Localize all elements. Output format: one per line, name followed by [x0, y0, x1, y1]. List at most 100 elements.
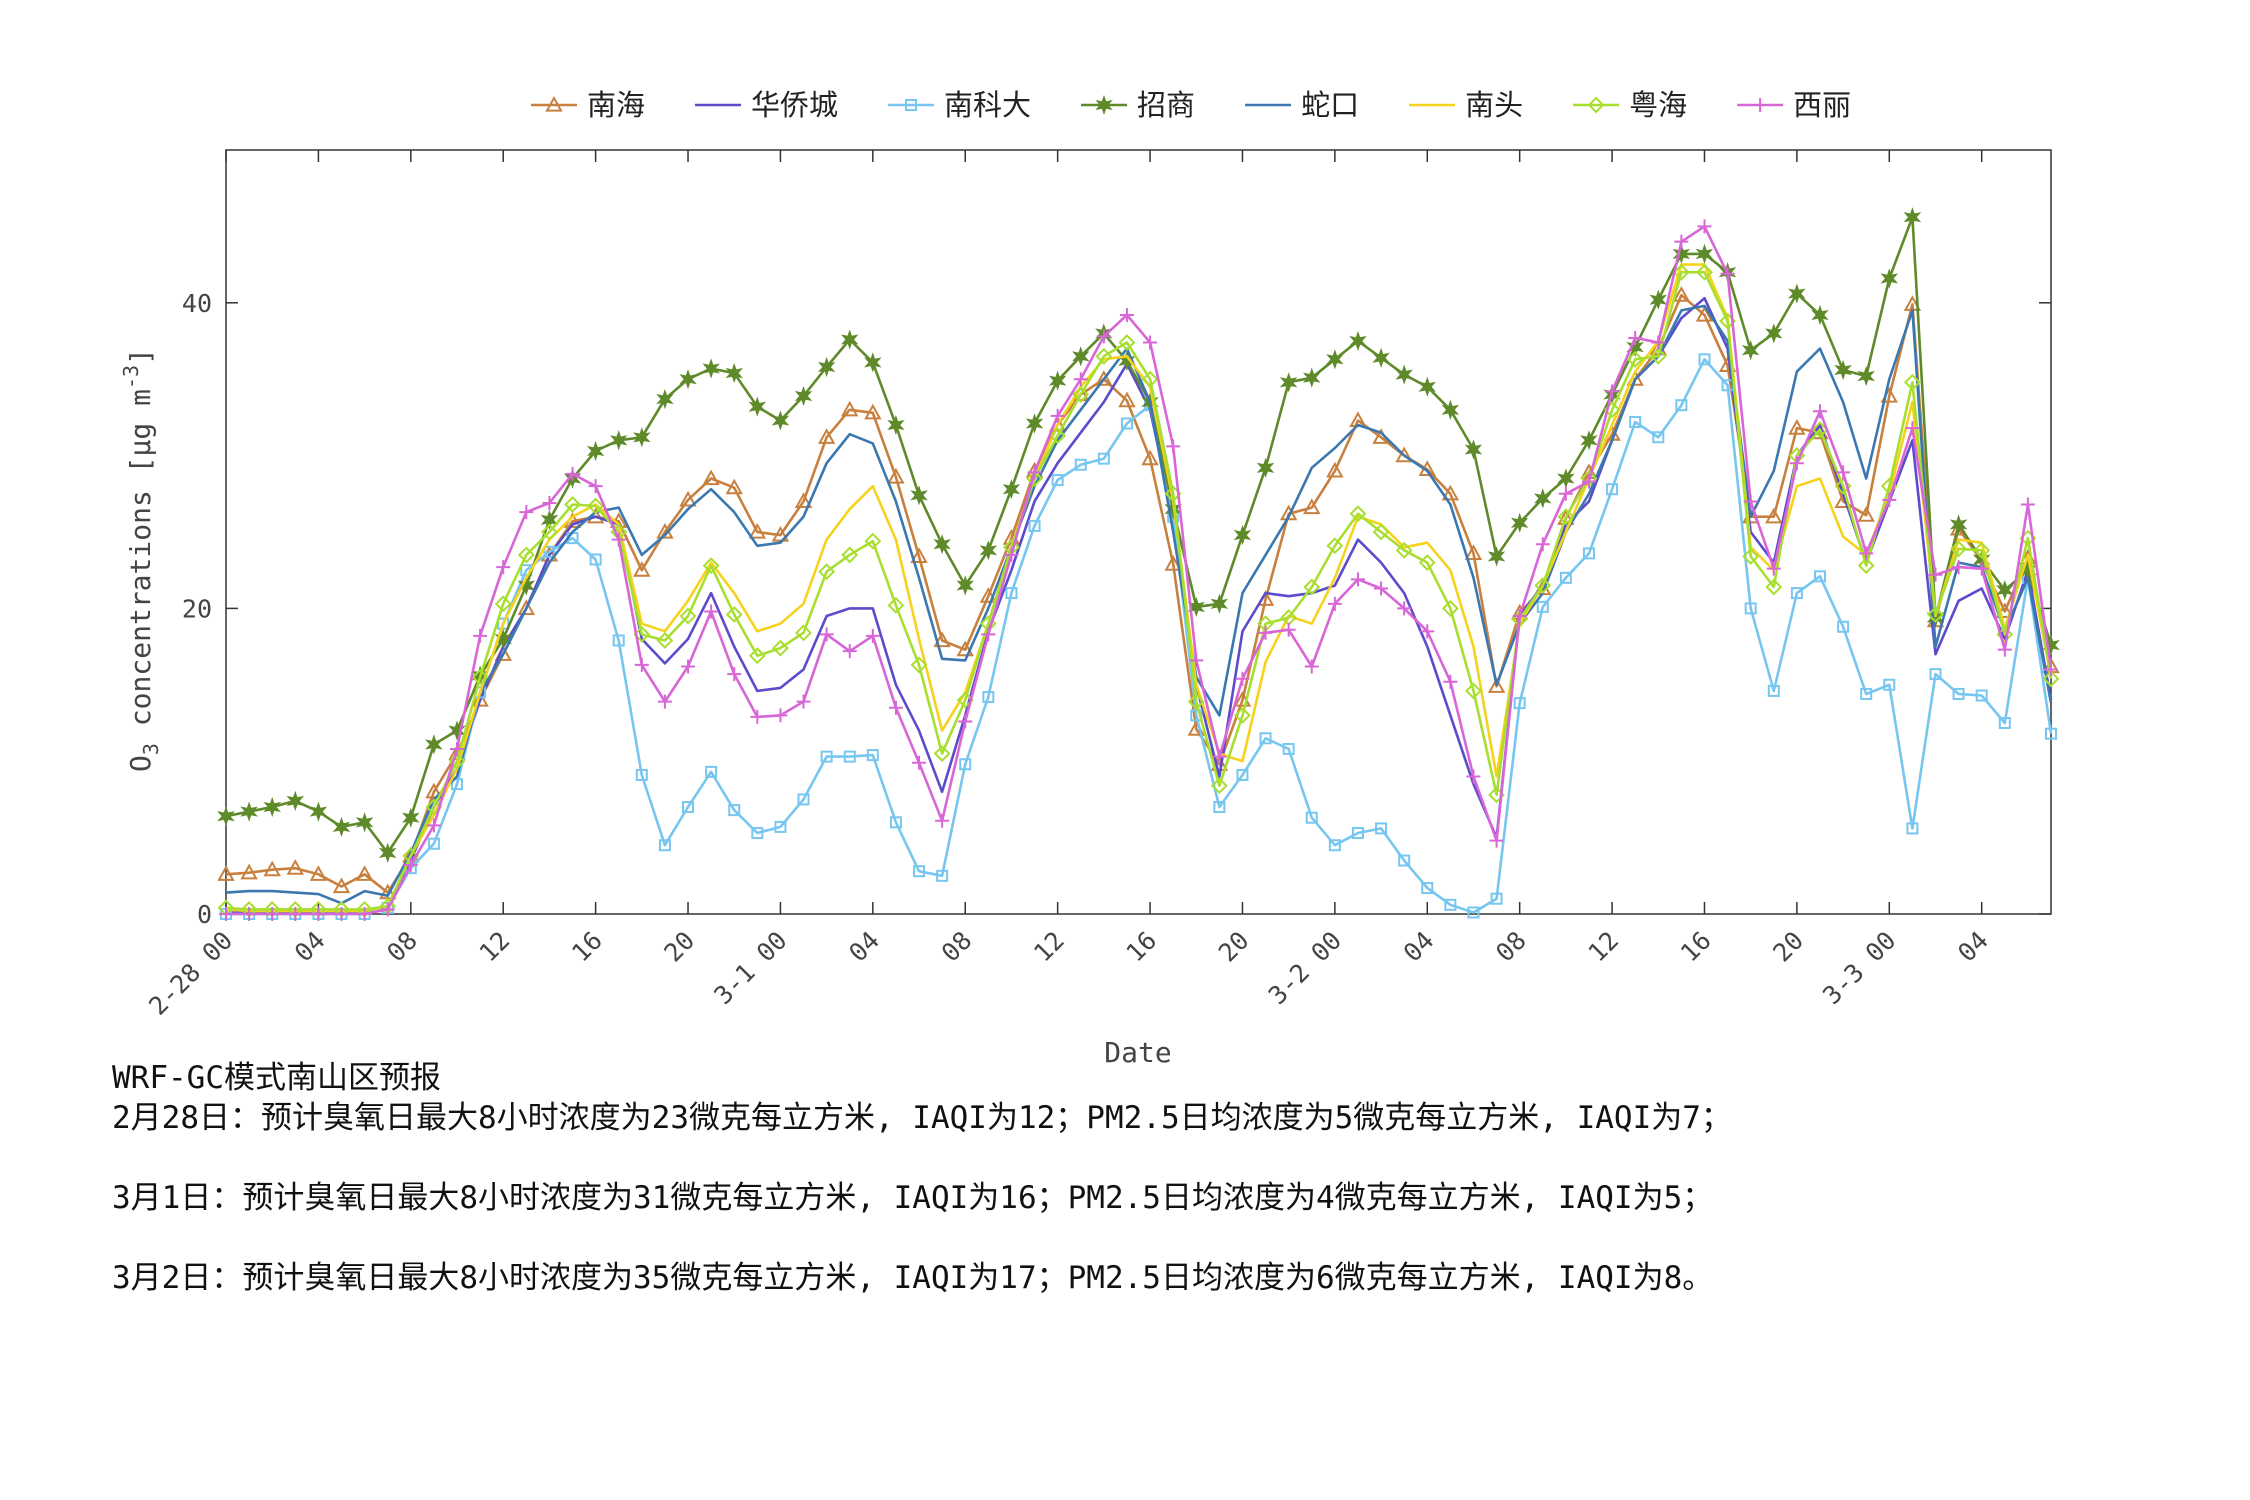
marker: [1487, 546, 1506, 567]
marker: [1651, 335, 1666, 350]
marker: [1349, 505, 1367, 523]
marker: [1418, 554, 1436, 571]
marker: [1765, 578, 1783, 596]
legend-label: 华侨城: [751, 88, 838, 122]
marker: [242, 907, 257, 921]
marker: [587, 497, 605, 515]
marker: [517, 546, 535, 564]
marker: [286, 859, 305, 875]
marker: [1512, 609, 1527, 624]
marker: [541, 523, 558, 541]
marker: [1095, 347, 1113, 365]
marker: [1464, 439, 1483, 460]
marker: [1464, 544, 1483, 560]
marker: [471, 668, 489, 686]
marker: [1141, 449, 1159, 466]
notes: WRF-GC模式南山区预报 2月28日：预计臭氧日最大8小时浓度为23微克每立方米…: [112, 1060, 1732, 1296]
marker: [1074, 458, 1087, 471]
marker: [1375, 822, 1388, 835]
marker: [1097, 452, 1110, 465]
marker: [910, 485, 928, 506]
marker: [542, 495, 557, 510]
marker: [1395, 364, 1413, 385]
marker: [1949, 514, 1968, 535]
marker: [1558, 486, 1573, 501]
marker: [725, 606, 743, 623]
y-axis-label: O3 concentrations [μg m-3]: [119, 348, 163, 772]
marker: [887, 596, 905, 614]
marker: [1535, 537, 1550, 552]
legend: 南海 华侨城 南科大 招商 蛇口 南头 粤海 西丽: [531, 88, 1851, 122]
marker: [263, 796, 282, 818]
marker: [1557, 508, 1575, 526]
marker: [910, 547, 928, 564]
marker: [933, 534, 951, 555]
marker: [1143, 335, 1158, 350]
marker: [380, 902, 395, 917]
marker: [1490, 892, 1503, 905]
marker: [309, 801, 328, 822]
marker: [797, 793, 810, 806]
marker: [1441, 399, 1460, 420]
series-line: [226, 358, 2053, 916]
marker: [1790, 587, 1803, 600]
marker: [979, 540, 998, 561]
marker: [1672, 243, 1691, 264]
marker: [1303, 498, 1321, 515]
marker: [1120, 417, 1133, 430]
marker: [1882, 492, 1897, 507]
marker: [1119, 308, 1134, 323]
marker: [1929, 668, 1942, 681]
series-markers: [219, 219, 2058, 921]
marker: [1857, 557, 1875, 575]
marker: [1811, 304, 1829, 326]
marker: [1743, 494, 1758, 509]
marker: [982, 691, 995, 704]
marker: [1605, 384, 1620, 399]
marker: [545, 95, 563, 112]
marker: [794, 492, 813, 509]
marker: [841, 546, 859, 564]
marker: [1626, 350, 1644, 368]
marker: [1395, 446, 1413, 463]
marker: [771, 410, 790, 431]
marker: [1974, 561, 1989, 576]
marker: [1834, 359, 1852, 381]
marker: [1305, 811, 1318, 824]
marker: [905, 99, 918, 111]
legend-label: 蛇口: [1301, 88, 1359, 122]
marker: [842, 644, 857, 659]
marker: [425, 798, 443, 816]
marker: [1672, 263, 1690, 281]
marker: [1118, 334, 1136, 351]
marker: [1606, 483, 1619, 496]
marker: [888, 700, 903, 715]
marker: [682, 801, 695, 814]
marker: [933, 745, 951, 762]
marker: [817, 428, 836, 444]
marker: [1259, 732, 1272, 745]
marker: [450, 741, 465, 756]
marker: [288, 907, 303, 921]
marker: [1303, 578, 1321, 596]
marker: [750, 709, 765, 724]
marker: [887, 414, 905, 436]
marker: [1212, 749, 1227, 764]
marker: [1559, 571, 1572, 584]
marker: [612, 634, 625, 647]
marker: [2042, 670, 2060, 688]
marker: [910, 656, 928, 674]
y-axis-label-part: O: [124, 755, 157, 772]
marker: [240, 863, 258, 880]
marker: [1372, 523, 1390, 541]
marker: [1813, 570, 1826, 583]
y-tick-label: 40: [182, 289, 212, 318]
marker: [1788, 283, 1806, 304]
marker: [1695, 243, 1714, 264]
x-axis-label: Date: [1104, 1036, 1171, 1069]
marker: [1095, 370, 1113, 386]
series-line: [225, 304, 2053, 905]
marker: [564, 496, 581, 513]
marker: [1675, 399, 1688, 412]
marker: [1857, 506, 1875, 522]
